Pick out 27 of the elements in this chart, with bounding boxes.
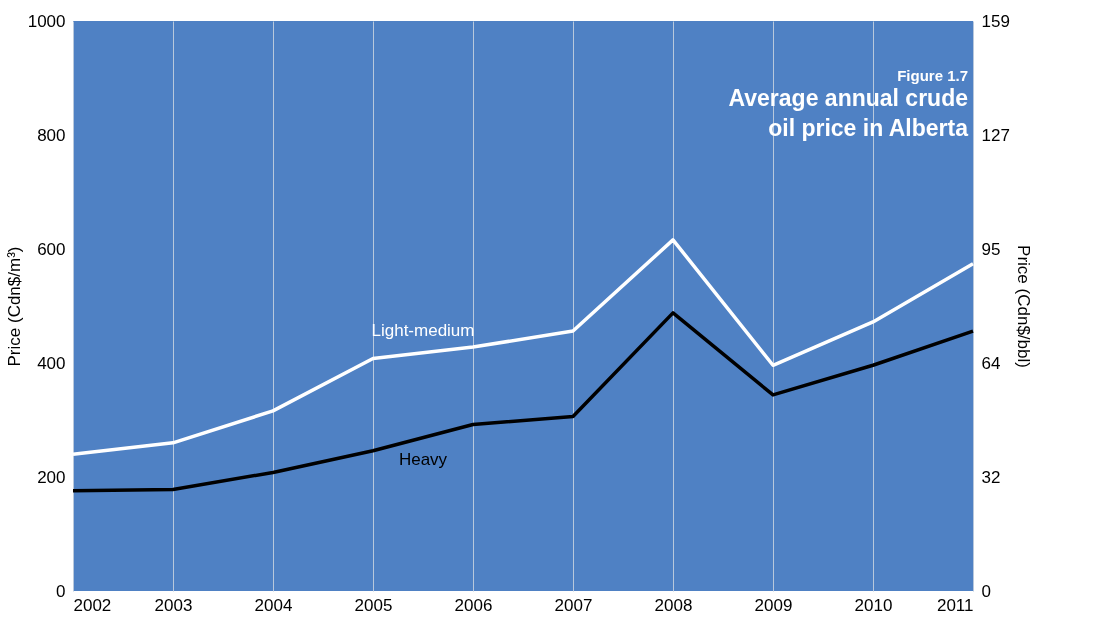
y-axis-title: Price (Cdn$/m³): [4, 246, 24, 367]
x-tick-label: 2003: [154, 595, 193, 615]
x-tick-label: 2002: [73, 595, 112, 615]
y-tick-label: 600: [37, 239, 66, 259]
y-tick-label: 0: [56, 581, 66, 601]
text: Figure 1.7: [897, 67, 968, 84]
y2-tick-label: 95: [981, 239, 1001, 259]
series-label: Heavy: [398, 449, 448, 469]
x-tick-label: 2008: [654, 595, 693, 615]
y2-tick-label: 64: [981, 353, 1001, 373]
y2-tick-label: 32: [981, 467, 1001, 487]
y2-tick-label: 159: [981, 11, 1010, 31]
y2-axis-title: Price (Cdn$/bbl): [1013, 245, 1033, 368]
y2-tick-label: 127: [981, 125, 1010, 145]
y-tick-label: 800: [37, 125, 66, 145]
y-tick-label: 400: [37, 353, 66, 373]
y2-tick-label: 0: [981, 581, 991, 601]
x-tick-label: 2005: [354, 595, 393, 615]
x-tick-label: 2011: [936, 595, 974, 615]
line-series: [71, 311, 975, 493]
y-tick-label: 1000: [27, 11, 66, 31]
x-tick-label: 2010: [854, 595, 893, 615]
x-tick-label: 2004: [254, 595, 293, 615]
x-tick-label: 2007: [554, 595, 593, 615]
x-tick-label: 2009: [754, 595, 793, 615]
y-tick-label: 200: [37, 467, 66, 487]
x-tick-label: 2006: [454, 595, 493, 615]
